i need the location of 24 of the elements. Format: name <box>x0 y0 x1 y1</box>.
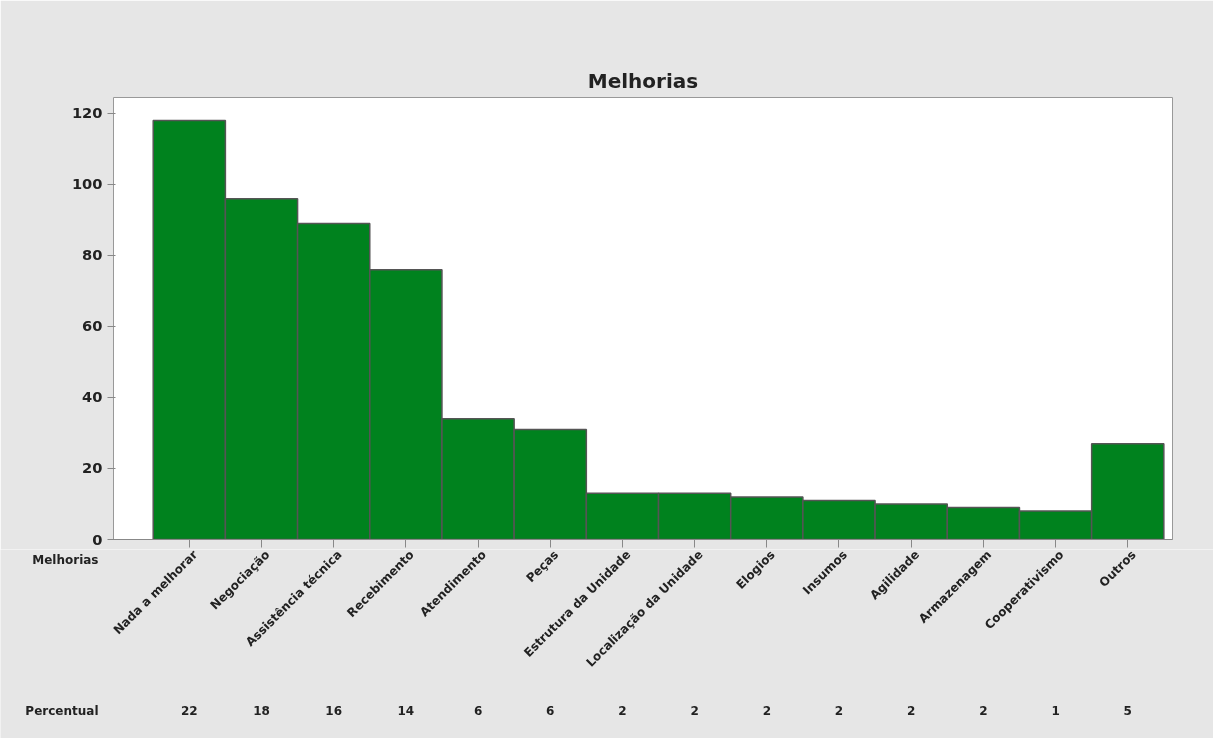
text: 2 <box>834 704 844 718</box>
text: 22 <box>180 704 198 718</box>
chart-title: Melhorias <box>587 68 699 93</box>
text: 6 <box>473 704 483 718</box>
text: 1 <box>1051 704 1060 718</box>
x-axis-title: Melhorias <box>32 552 99 567</box>
y-tick-label: 100 <box>71 175 103 193</box>
y-tick-label: 0 <box>92 530 103 548</box>
text: 2 <box>762 704 771 718</box>
y-tick-label: 80 <box>82 246 103 264</box>
text: 14 <box>397 704 415 718</box>
y-tick-label: 60 <box>82 317 103 335</box>
y-tick-label: 20 <box>82 459 103 477</box>
text: 6 <box>546 704 555 718</box>
text: 18 <box>253 704 270 718</box>
text: 2 <box>907 704 916 718</box>
text: Percentual <box>25 703 99 718</box>
text: 2 <box>690 704 699 718</box>
text: 5 <box>1123 704 1132 718</box>
text: 2 <box>979 704 988 718</box>
y-tick-label: 120 <box>71 104 103 122</box>
text: 16 <box>325 704 343 718</box>
y-tick-label: 40 <box>82 388 103 406</box>
text: 2 <box>618 704 627 718</box>
